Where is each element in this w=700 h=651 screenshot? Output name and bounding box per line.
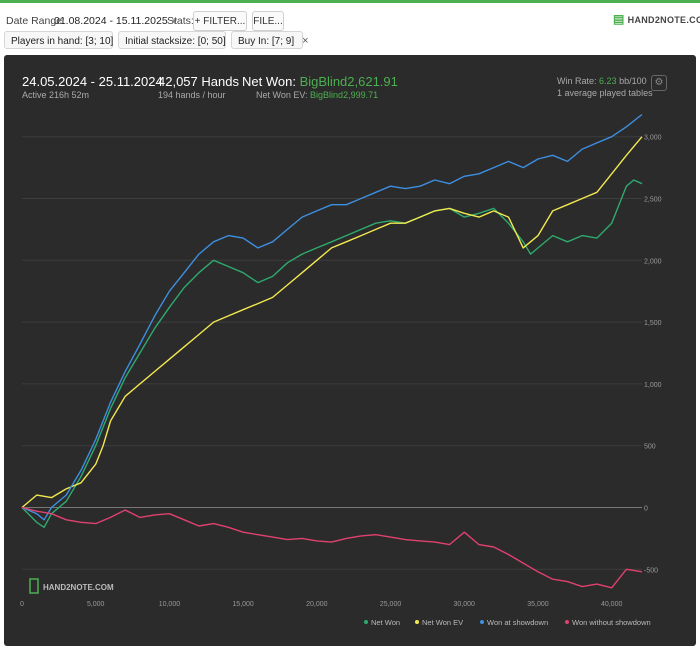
date-range-value: 01.08.2024 - 15.11.2025 [54, 15, 168, 27]
net-won-ev: Net Won EV: BigBlind2,999.71 [256, 90, 378, 100]
filter-chip-label: Buy In: [7; 9] [238, 36, 295, 47]
net-won-label: Net Won: [242, 74, 296, 89]
filter-chip-label: Initial stacksize: [0; 50] [125, 36, 226, 47]
net-won-ev-label: Net Won EV: [256, 90, 308, 100]
hands-count: 42,057 Hands [158, 74, 239, 89]
filter-chip-players[interactable]: Players in hand: [3; 10]× [4, 31, 128, 49]
file-button[interactable]: FILE... [252, 11, 284, 31]
brand-text: HAND2NOTE.COM [627, 15, 700, 25]
filter-chips: Players in hand: [3; 10]× Initial stacks… [0, 31, 700, 51]
gear-icon[interactable]: ⚙ [651, 75, 667, 91]
stats-label: Stats: [167, 15, 194, 27]
graph-panel [4, 55, 696, 646]
win-rate-value: 6.23 [599, 76, 617, 86]
date-range-label: Date Range: [6, 15, 65, 27]
filter-button[interactable]: + FILTER... [193, 11, 247, 31]
filter-chip-stacksize[interactable]: Initial stacksize: [0; 50]× [118, 31, 240, 49]
tables-info: 1 average played tables [557, 88, 653, 98]
date-range-select[interactable]: 01.08.2024 - 15.11.2025 ▼ [54, 15, 179, 27]
h-logo-icon: ▤ [613, 12, 625, 26]
net-won: Net Won: BigBlind2,621.91 [242, 74, 398, 89]
active-time: Active 216h 52m [22, 90, 90, 100]
date-span: 24.05.2024 - 25.11.2024 [22, 74, 163, 89]
win-rate-unit: bb/100 [619, 76, 647, 86]
chevron-down-icon: ▼ [170, 17, 179, 26]
brand-logo[interactable]: ▤HAND2NOTE.COM [613, 12, 700, 26]
net-won-ev-value: BigBlind2,999.71 [310, 90, 379, 100]
net-won-value: BigBlind2,621.91 [299, 74, 398, 89]
toolbar: Date Range: 01.08.2024 - 15.11.2025 ▼ St… [0, 8, 700, 32]
filter-chip-buyin[interactable]: Buy In: [7; 9] × [231, 31, 309, 49]
win-rate-label: Win Rate: [557, 76, 597, 86]
hands-per-hour: 194 hands / hour [158, 90, 226, 100]
filter-chip-label: Players in hand: [3; 10] [11, 36, 114, 47]
win-rate: Win Rate: 6.23 bb/100 [557, 76, 647, 86]
top-accent-bar [0, 0, 700, 3]
close-icon[interactable]: × [302, 35, 309, 47]
